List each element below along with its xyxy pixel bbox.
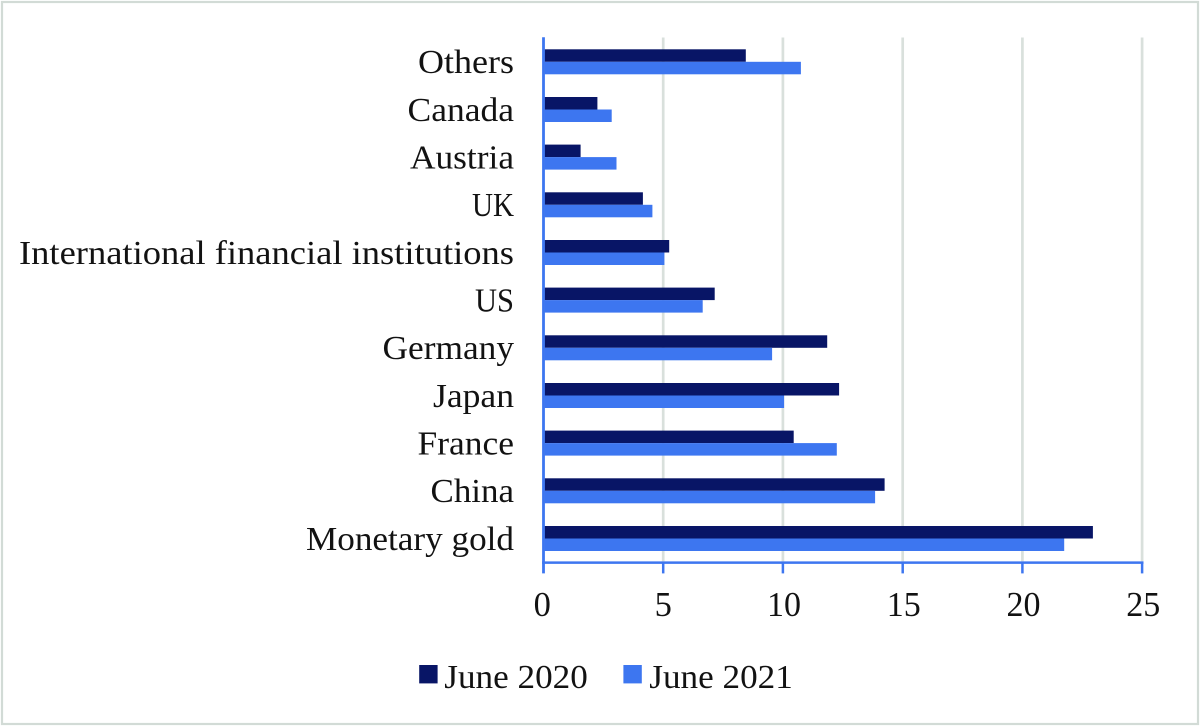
svg-text:Japan: Japan [433, 378, 514, 415]
svg-text:Germany: Germany [383, 330, 515, 367]
svg-text:25: 25 [1126, 586, 1160, 624]
svg-text:15: 15 [887, 586, 921, 624]
svg-text:June 2021: June 2021 [649, 659, 793, 696]
svg-text:Monetary gold: Monetary gold [306, 521, 514, 558]
svg-text:Others: Others [418, 44, 514, 81]
svg-text:China: China [431, 473, 515, 510]
svg-text:France: France [418, 426, 515, 463]
svg-text:International financial instit: International financial institutions [19, 235, 514, 272]
svg-text:Austria: Austria [410, 140, 514, 177]
svg-text:10: 10 [767, 586, 801, 624]
svg-text:Canada: Canada [408, 92, 515, 129]
svg-text:0: 0 [534, 586, 551, 624]
svg-text:UK: UK [472, 187, 514, 224]
svg-text:5: 5 [655, 586, 672, 624]
svg-text:20: 20 [1007, 586, 1041, 624]
svg-text:June 2020: June 2020 [444, 659, 588, 696]
svg-text:US: US [475, 283, 514, 320]
